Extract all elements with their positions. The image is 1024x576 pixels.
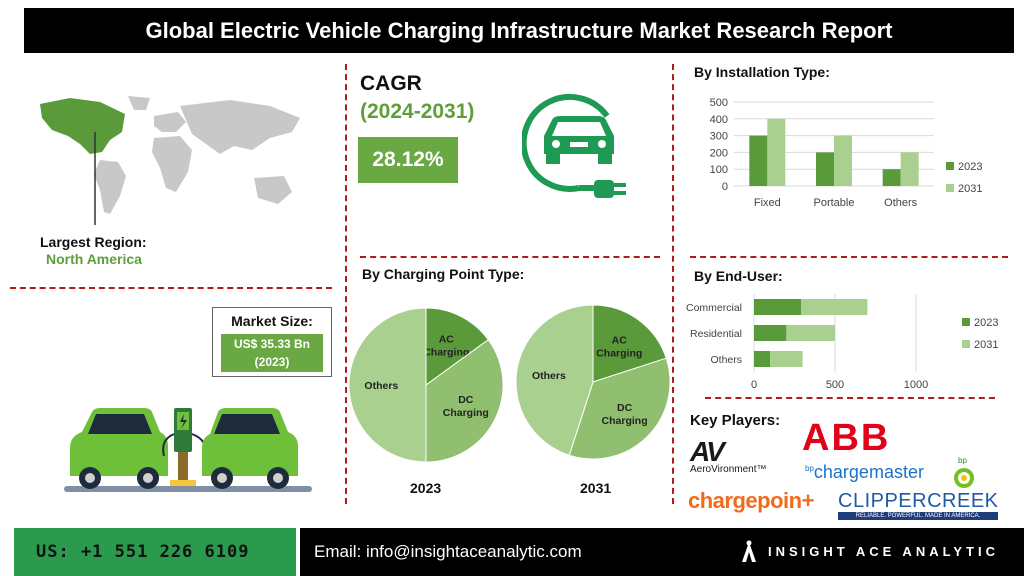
divider-left xyxy=(10,287,332,289)
pie-label: Charging xyxy=(596,347,642,359)
pie-label: AC xyxy=(612,334,628,346)
bp-logo-text: bp xyxy=(958,456,967,465)
pie-label: AC xyxy=(439,334,455,346)
pie-slice xyxy=(515,304,594,456)
installation-title: By Installation Type: xyxy=(694,64,830,80)
world-map-icon xyxy=(40,96,300,225)
installation-legend-label: 2023 xyxy=(958,161,982,173)
installation-bar xyxy=(834,135,852,186)
footer-brand: INSIGHT ACE ANALYTIC xyxy=(768,544,999,559)
installation-legend-swatch xyxy=(946,162,954,170)
end-user-bar xyxy=(754,351,771,367)
end-user-bar xyxy=(754,299,801,315)
charging-point-title: By Charging Point Type: xyxy=(362,266,525,282)
pie-slice xyxy=(425,339,504,463)
ev-plug-car-icon xyxy=(522,93,626,198)
chargepoint-logo: chargepoin+ xyxy=(688,488,814,513)
largest-region-label: Largest Region: xyxy=(40,234,147,250)
pie-label: Charging xyxy=(443,407,489,419)
key-players-title: Key Players: xyxy=(690,412,781,429)
report-title: Global Electric Vehicle Charging Infrast… xyxy=(24,8,1014,53)
installation-y-tick: 100 xyxy=(710,164,728,176)
end-user-bar xyxy=(786,325,835,341)
end-user-title: By End-User: xyxy=(694,268,783,284)
divider-right-mid xyxy=(705,397,995,399)
installation-y-tick: 0 xyxy=(722,181,728,193)
installation-y-tick: 300 xyxy=(710,131,728,143)
pie-label: Charging xyxy=(602,415,648,427)
bp-helios-icon xyxy=(954,468,974,488)
insight-ace-logo-icon xyxy=(742,540,756,562)
cagr-period: (2024-2031) xyxy=(360,100,475,123)
end-user-chart: 0 500 1000 Commercial Residential Others 2023 2… xyxy=(686,294,998,391)
end-user-y-tick: Others xyxy=(710,354,742,366)
market-size-label: Market Size: xyxy=(231,313,313,329)
footer-bar: Email: info@insightaceanalytic.com INSIG… xyxy=(300,528,1024,576)
installation-legend-swatch xyxy=(946,184,954,192)
pie-label: Others xyxy=(532,370,566,382)
end-user-x-tick: 0 xyxy=(751,379,757,391)
installation-bar xyxy=(882,169,901,186)
end-user-bar xyxy=(800,299,868,315)
installation-bar xyxy=(816,152,834,186)
end-user-legend-swatch xyxy=(962,340,970,348)
pie-slice xyxy=(568,357,671,460)
divider-vertical-left xyxy=(345,64,347,504)
pie-2023-caption: 2023 xyxy=(410,480,442,496)
installation-x-tick: Portable xyxy=(814,197,855,209)
installation-legend-label: 2031 xyxy=(958,183,982,195)
footer-phone: US: +1 551 226 6109 xyxy=(14,528,296,576)
end-user-bar xyxy=(754,325,787,341)
clippercreek-logo: CLIPPERCREEK RELIABLE. POWERFUL. MADE IN… xyxy=(838,490,999,520)
installation-chart: 0 100 200 300 400 500 Fixed Portable Others 2023 2… xyxy=(710,97,983,209)
end-user-x-tick: 1000 xyxy=(904,379,928,391)
end-user-x-tick: 500 xyxy=(826,379,844,391)
installation-x-tick: Fixed xyxy=(754,197,781,209)
end-user-y-tick: Residential xyxy=(690,328,742,340)
cagr-label: CAGR xyxy=(360,72,422,95)
pie-slice xyxy=(425,307,489,386)
installation-bar xyxy=(749,135,768,186)
cagr-value: 28.12% xyxy=(358,137,458,183)
pie-2031-caption: 2031 xyxy=(580,480,612,496)
market-size-value-box: US$ 35.33 Bn (2023) xyxy=(221,334,323,372)
installation-x-tick: Others xyxy=(884,197,918,209)
installation-bar xyxy=(900,152,919,186)
end-user-legend-label: 2031 xyxy=(974,339,998,351)
pie-slice xyxy=(592,304,667,383)
end-user-y-tick: Commercial xyxy=(686,302,742,314)
pie-label: Charging xyxy=(423,347,469,359)
aerovironment-logo: AV AeroVironment™ xyxy=(690,436,767,476)
largest-region-value: North America xyxy=(46,251,142,267)
chargemaster-logo: bpchargemaster xyxy=(805,462,924,482)
installation-y-tick: 500 xyxy=(710,97,728,109)
market-size-year: (2023) xyxy=(254,355,290,369)
pie-slice xyxy=(348,307,427,463)
pie-label: Others xyxy=(364,380,398,392)
pie-label: DC xyxy=(458,394,474,406)
footer-email[interactable]: Email: info@insightaceanalytic.com xyxy=(314,542,582,561)
end-user-bar xyxy=(770,351,803,367)
end-user-legend-swatch xyxy=(962,318,970,326)
ev-charging-illustration-icon xyxy=(64,408,312,492)
installation-bar xyxy=(767,118,786,186)
divider-vertical-right xyxy=(672,64,674,504)
installation-y-tick: 400 xyxy=(710,114,728,126)
market-size-value: US$ 35.33 Bn xyxy=(233,337,311,351)
abb-logo: ABB xyxy=(802,417,891,459)
pie-label: DC xyxy=(617,402,633,414)
installation-y-tick: 200 xyxy=(710,147,728,159)
market-size-box: Market Size: US$ 35.33 Bn (2023) xyxy=(212,307,332,377)
end-user-legend-label: 2023 xyxy=(974,317,998,329)
divider-center xyxy=(360,256,660,258)
divider-right-top xyxy=(690,256,1008,258)
